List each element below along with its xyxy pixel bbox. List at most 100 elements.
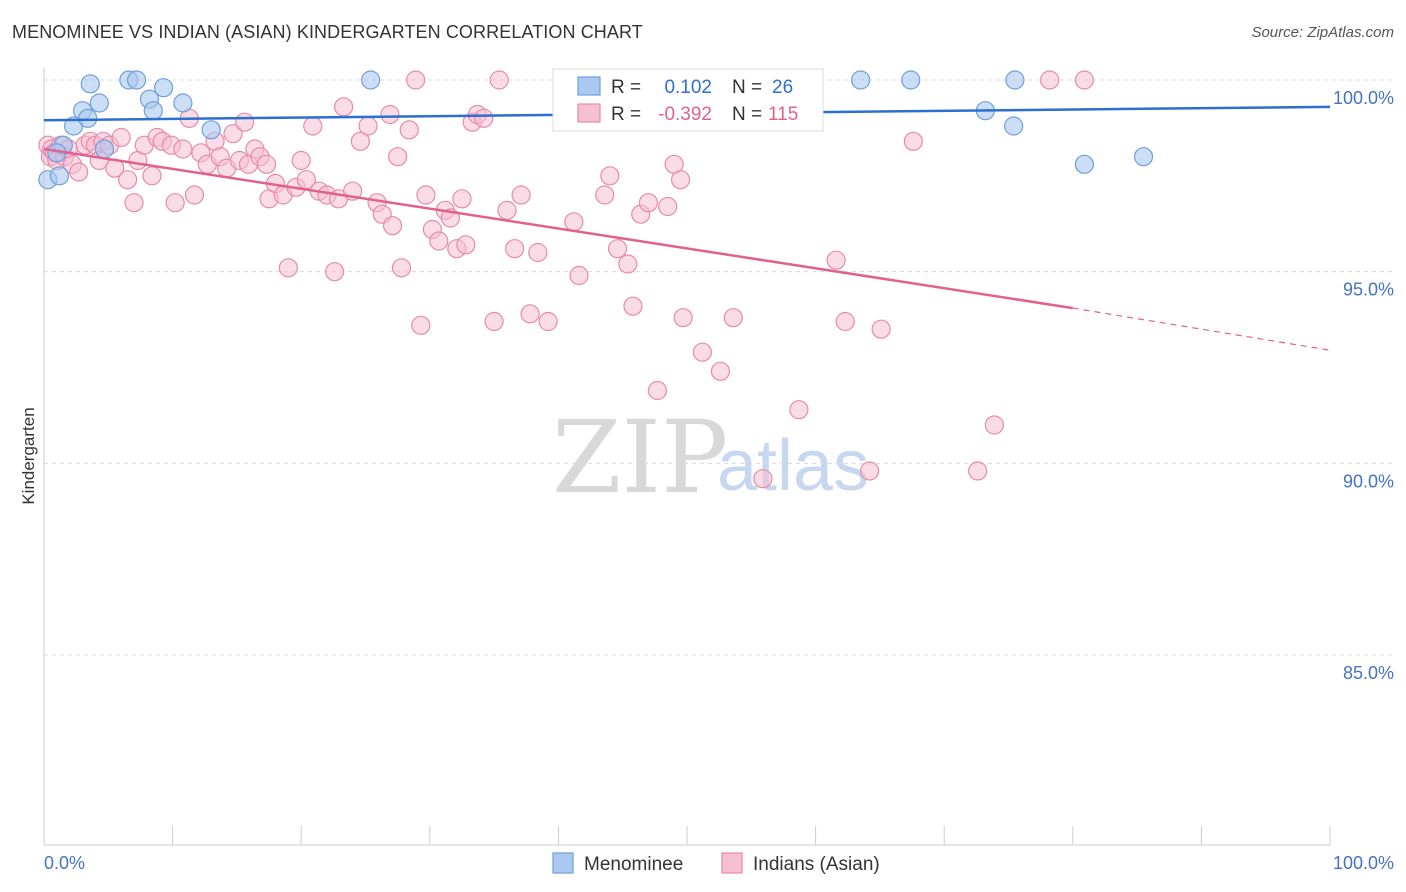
source-label: Source: ZipAtlas.com	[1251, 24, 1394, 41]
indians-asian-point	[69, 162, 89, 182]
legend-r-value-blue: 0.102	[664, 77, 712, 98]
y-tick-label: 95.0%	[1343, 280, 1394, 300]
menominee-point	[143, 101, 163, 121]
menominee-point	[126, 70, 147, 90]
indians-asian-point	[607, 239, 628, 259]
x-tick-label-max: 100.0%	[1333, 853, 1394, 873]
watermark-zip: ZIP	[552, 399, 728, 516]
indians-asian-point	[710, 361, 731, 381]
legend-n-label-pink: N =	[732, 104, 762, 125]
indians-asian-trend-extension	[1072, 307, 1331, 351]
stats-legend: R = 0.102 N = 26 R = -0.392 N = 115	[552, 68, 824, 132]
indians-asian-point	[489, 70, 509, 90]
indians-asian-point	[406, 70, 426, 90]
indians-asian-point	[303, 116, 323, 136]
legend-r-label-pink: R =	[611, 104, 641, 125]
indians-asian-point	[456, 235, 476, 255]
indians-asian-point	[903, 131, 923, 151]
menominee-point	[1005, 70, 1025, 90]
indians-asian-point	[826, 250, 846, 270]
indians-asian-trend-line	[43, 147, 1073, 310]
menominee-point	[1004, 116, 1024, 136]
indians-asian-point	[789, 400, 809, 420]
indians-asian-point	[692, 342, 713, 362]
indians-asian-point	[673, 308, 693, 328]
indians-asian-point	[382, 216, 403, 236]
indians-asian-point	[1040, 70, 1060, 90]
menominee-point	[201, 120, 221, 140]
menominee-point	[49, 166, 70, 186]
indians-asian-point	[117, 170, 138, 190]
indians-asian-point	[528, 242, 548, 263]
indians-asian-point	[380, 104, 400, 125]
indians-asian-point	[520, 304, 540, 324]
indians-asian-point	[111, 127, 131, 148]
series-legend-label-indians-asian: Indians (Asian)	[753, 854, 880, 875]
indians-asian-point	[388, 147, 408, 167]
menominee-point	[78, 108, 98, 128]
indians-asian-point	[474, 108, 494, 128]
indians-asian-point	[291, 150, 311, 171]
y-axis-label: Kindergarten	[19, 407, 38, 504]
indians-asian-point	[871, 319, 891, 339]
indians-asian-point	[399, 120, 419, 140]
menominee-point	[94, 139, 115, 159]
indians-asian-point	[142, 166, 162, 186]
indians-asian-point	[429, 231, 449, 251]
indians-asian-point	[223, 124, 243, 144]
menominee-point	[361, 70, 381, 90]
legend-r-label-blue: R =	[611, 77, 641, 98]
indians-asian-point	[256, 154, 277, 174]
y-tick-label: 90.0%	[1343, 471, 1394, 491]
indians-asian-point	[600, 166, 620, 186]
menominee-point	[153, 78, 174, 98]
indians-asian-point	[968, 461, 988, 481]
indians-asian-point	[165, 193, 185, 213]
indians-asian-point	[184, 185, 205, 205]
indians-asian-point	[505, 239, 525, 259]
indians-asian-point	[723, 308, 743, 328]
menominee-point	[173, 93, 193, 113]
indians-asian-point	[411, 315, 431, 335]
indians-asian-point	[278, 258, 298, 278]
indians-asian-point	[173, 139, 193, 159]
indians-asian-point	[497, 200, 517, 220]
menominee-point	[89, 93, 109, 113]
indians-asian-point	[753, 469, 773, 489]
indians-asian-point	[416, 185, 436, 205]
indians-asian-point	[484, 311, 504, 332]
axes	[43, 68, 1331, 846]
indians-asian-point	[452, 189, 472, 209]
indians-asian-point	[984, 415, 1004, 435]
indians-asian-point	[334, 97, 354, 117]
indians-asian-point	[658, 196, 678, 217]
legend-n-value-blue: 26	[772, 77, 793, 98]
x-tick-label-min: 0.0%	[44, 853, 85, 873]
legend-r-value-pink: -0.392	[658, 104, 712, 125]
indians-asian-point	[124, 193, 144, 213]
indians-asian-point	[564, 212, 584, 232]
indians-asian-point	[647, 380, 668, 401]
indians-asian-point	[325, 262, 345, 282]
indians-asian-point	[358, 116, 378, 136]
indians-asian-point	[569, 265, 589, 286]
indians-asian-point	[670, 170, 691, 190]
chart-title: MENOMINEE VS INDIAN (ASIAN) KINDERGARTEN…	[12, 22, 643, 42]
legend-n-label-blue: N =	[732, 77, 762, 98]
menominee-point	[901, 70, 921, 90]
y-tick-labels: 85.0% 90.0% 95.0% 100.0%	[1333, 88, 1394, 683]
series-legend: Menominee Indians (Asian)	[552, 852, 880, 875]
legend-n-value-pink: 115	[768, 104, 798, 125]
menominee-point	[1074, 154, 1094, 174]
menominee-point	[80, 74, 100, 94]
indians-asian-point	[623, 296, 643, 316]
indians-asian-point	[391, 258, 412, 278]
y-tick-label: 85.0%	[1343, 663, 1394, 683]
menominee-point	[1133, 147, 1154, 167]
y-tick-label: 100.0%	[1333, 88, 1394, 108]
indians-asian-point	[350, 131, 370, 151]
legend-swatch-blue	[577, 76, 601, 96]
indians-asian-point	[511, 185, 531, 205]
series-legend-swatch-menominee	[552, 852, 574, 874]
